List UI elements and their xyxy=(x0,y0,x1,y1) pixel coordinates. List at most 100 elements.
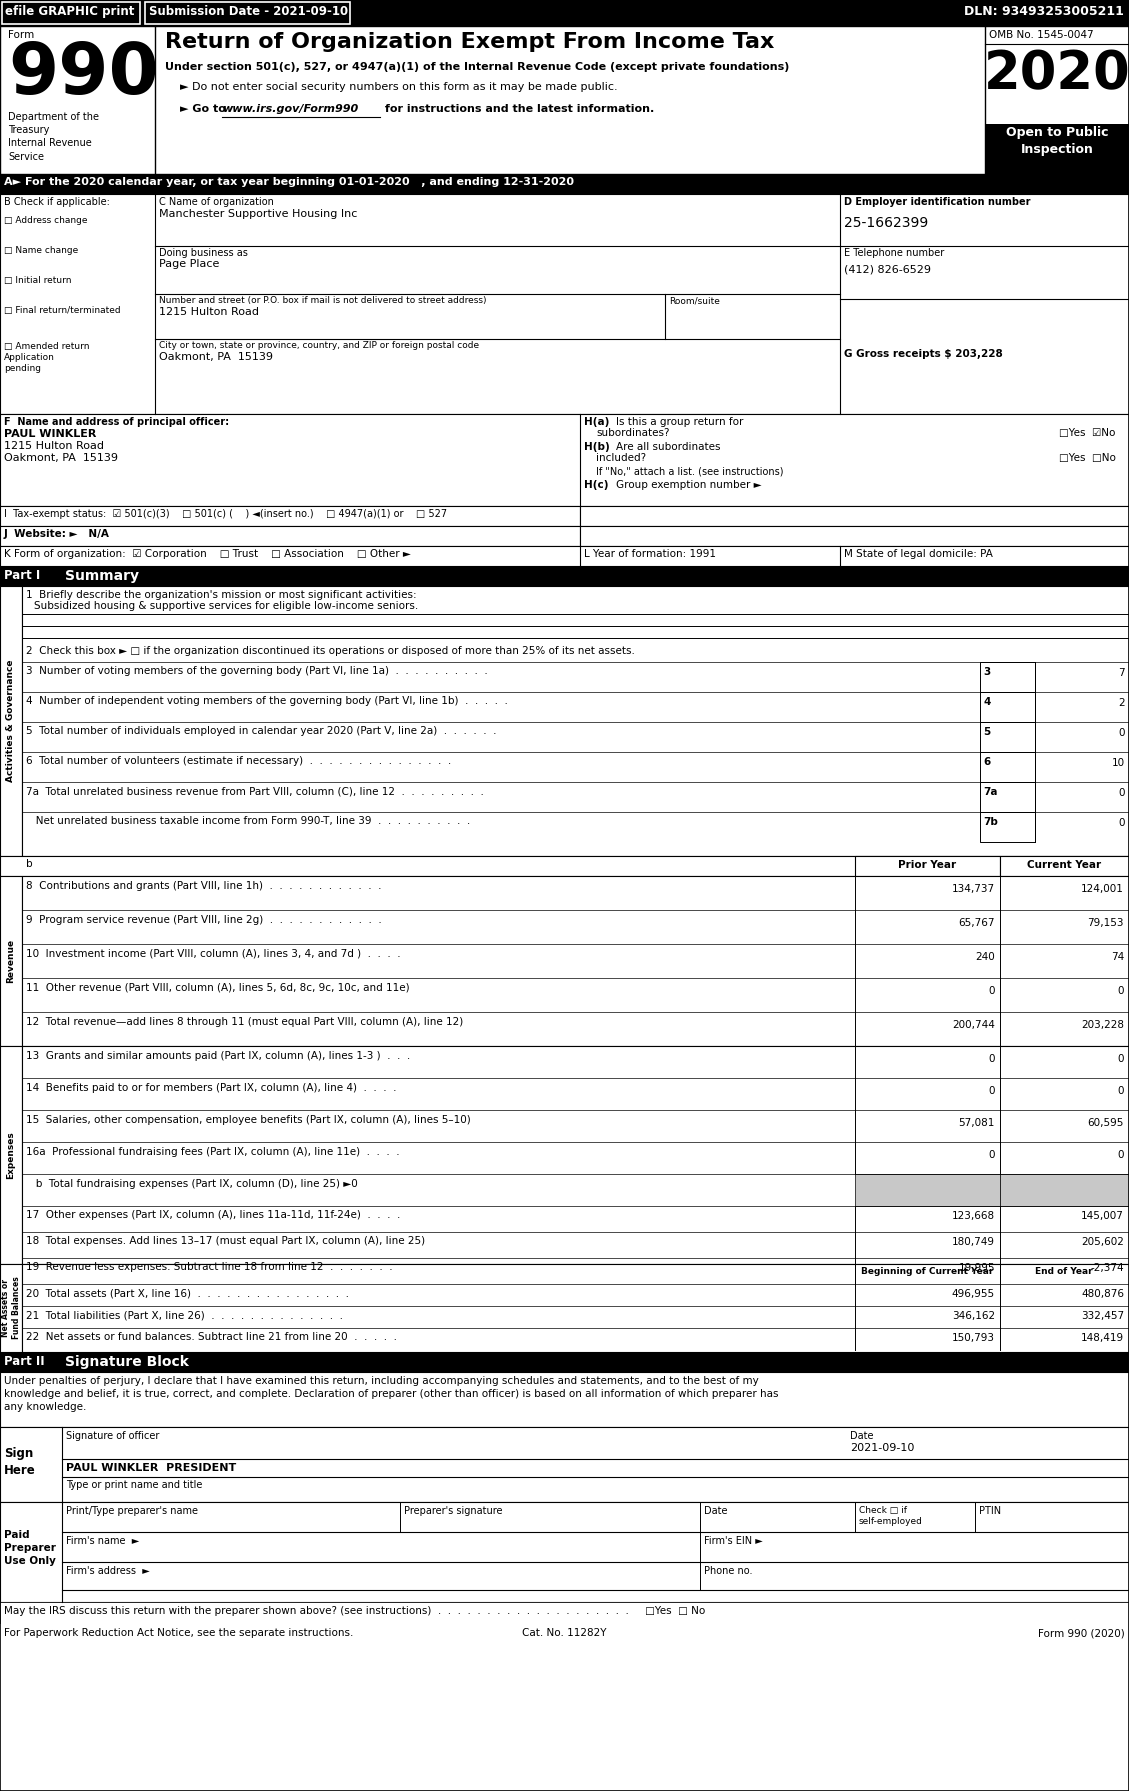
Text: 7b: 7b xyxy=(983,817,998,827)
Text: 0: 0 xyxy=(989,1085,995,1096)
Text: Prior Year: Prior Year xyxy=(898,860,956,870)
Text: G Gross receipts $ 203,228: G Gross receipts $ 203,228 xyxy=(844,349,1003,358)
Text: 346,162: 346,162 xyxy=(952,1311,995,1322)
Text: Submission Date - 2021-09-10: Submission Date - 2021-09-10 xyxy=(149,5,348,18)
Text: Signature Block: Signature Block xyxy=(65,1356,189,1368)
Bar xyxy=(980,811,1035,842)
Text: Net unrelated business taxable income from Form 990-T, line 39  .  .  .  .  .  .: Net unrelated business taxable income fr… xyxy=(26,817,471,826)
Text: 10  Investment income (Part VIII, column (A), lines 3, 4, and 7d )  .  .  .  .: 10 Investment income (Part VIII, column … xyxy=(26,949,401,958)
Text: Firm's EIN ►: Firm's EIN ► xyxy=(704,1537,763,1546)
Text: 60,595: 60,595 xyxy=(1087,1118,1124,1128)
Text: L Year of formation: 1991: L Year of formation: 1991 xyxy=(584,550,716,559)
Text: 3: 3 xyxy=(983,666,990,677)
Text: For Paperwork Reduction Act Notice, see the separate instructions.: For Paperwork Reduction Act Notice, see … xyxy=(5,1628,353,1639)
Text: 16a  Professional fundraising fees (Part IX, column (A), line 11e)  .  .  .  .: 16a Professional fundraising fees (Part … xyxy=(26,1146,400,1157)
Text: b  Total fundraising expenses (Part IX, column (D), line 25) ►0: b Total fundraising expenses (Part IX, c… xyxy=(26,1178,358,1189)
Text: C Name of organization: C Name of organization xyxy=(159,197,274,208)
Text: 12  Total revenue—add lines 8 through 11 (must equal Part VIII, column (A), line: 12 Total revenue—add lines 8 through 11 … xyxy=(26,1017,463,1026)
Text: efile GRAPHIC print: efile GRAPHIC print xyxy=(5,5,134,18)
Bar xyxy=(580,527,1129,546)
Bar xyxy=(855,1173,1000,1205)
Bar xyxy=(0,1352,1129,1372)
Text: 205,602: 205,602 xyxy=(1082,1238,1124,1247)
Text: 21  Total liabilities (Part X, line 26)  .  .  .  .  .  .  .  .  .  .  .  .  .  : 21 Total liabilities (Part X, line 26) .… xyxy=(26,1309,343,1320)
Text: F  Name and address of principal officer:: F Name and address of principal officer: xyxy=(5,417,229,426)
Text: Department of the
Treasury
Internal Revenue
Service: Department of the Treasury Internal Reve… xyxy=(8,113,99,161)
Bar xyxy=(0,586,21,856)
Text: PAUL WINKLER: PAUL WINKLER xyxy=(5,430,96,439)
Bar xyxy=(0,27,1129,174)
Bar xyxy=(984,124,1129,174)
Text: b: b xyxy=(26,860,33,869)
Text: Cat. No. 11282Y: Cat. No. 11282Y xyxy=(522,1628,606,1639)
Text: Summary: Summary xyxy=(65,570,139,584)
Text: Signature of officer: Signature of officer xyxy=(65,1431,159,1442)
Bar xyxy=(21,876,1129,1046)
Text: Doing business as: Doing business as xyxy=(159,247,248,258)
Text: A► For the 2020 calendar year, or tax year beginning 01-01-2020   , and ending 1: A► For the 2020 calendar year, or tax ye… xyxy=(5,177,574,186)
Text: Form 990 (2020): Form 990 (2020) xyxy=(1039,1628,1124,1639)
Text: -2,374: -2,374 xyxy=(1091,1263,1124,1273)
Text: □ Address change: □ Address change xyxy=(5,217,88,226)
Text: End of Year: End of Year xyxy=(1035,1266,1093,1275)
Text: 4: 4 xyxy=(983,697,990,707)
Text: 2  Check this box ► □ if the organization discontinued its operations or dispose: 2 Check this box ► □ if the organization… xyxy=(26,647,634,656)
Bar xyxy=(2,2,140,23)
Text: Beginning of Current Year: Beginning of Current Year xyxy=(860,1266,994,1275)
Text: □ Final return/terminated: □ Final return/terminated xyxy=(5,306,121,315)
Text: 1215 Hulton Road: 1215 Hulton Road xyxy=(159,306,259,317)
Text: 200,744: 200,744 xyxy=(952,1021,995,1030)
Bar xyxy=(980,691,1035,722)
Bar xyxy=(0,1264,21,1352)
Bar xyxy=(0,876,21,1046)
Bar xyxy=(0,527,580,546)
Text: Number and street (or P.O. box if mail is not delivered to street address): Number and street (or P.O. box if mail i… xyxy=(159,296,487,304)
Text: 25-1662399: 25-1662399 xyxy=(844,217,928,229)
Bar xyxy=(980,783,1035,811)
Text: Manchester Supportive Housing Inc: Manchester Supportive Housing Inc xyxy=(159,210,358,219)
Bar xyxy=(980,722,1035,752)
Text: Subsidized housing & supportive services for eligible low-income seniors.: Subsidized housing & supportive services… xyxy=(34,602,418,611)
Bar xyxy=(580,507,1129,527)
Text: DLN: 93493253005211: DLN: 93493253005211 xyxy=(964,5,1124,18)
Text: PAUL WINKLER  PRESIDENT: PAUL WINKLER PRESIDENT xyxy=(65,1463,236,1472)
Text: 4  Number of independent voting members of the governing body (Part VI, line 1b): 4 Number of independent voting members o… xyxy=(26,697,508,706)
Text: 9  Program service revenue (Part VIII, line 2g)  .  .  .  .  .  .  .  .  .  .  .: 9 Program service revenue (Part VIII, li… xyxy=(26,915,382,924)
Text: City or town, state or province, country, and ZIP or foreign postal code: City or town, state or province, country… xyxy=(159,340,479,349)
Text: 19,995: 19,995 xyxy=(959,1263,995,1273)
Text: 22  Net assets or fund balances. Subtract line 21 from line 20  .  .  .  .  .: 22 Net assets or fund balances. Subtract… xyxy=(26,1333,397,1341)
Text: □Yes  ☑No: □Yes ☑No xyxy=(1059,428,1115,439)
Text: 11  Other revenue (Part VIII, column (A), lines 5, 6d, 8c, 9c, 10c, and 11e): 11 Other revenue (Part VIII, column (A),… xyxy=(26,983,410,992)
Text: 5: 5 xyxy=(983,727,990,738)
Text: 134,737: 134,737 xyxy=(952,885,995,894)
Text: 19  Revenue less expenses. Subtract line 18 from line 12  .  .  .  .  .  .  .: 19 Revenue less expenses. Subtract line … xyxy=(26,1263,393,1272)
Text: Oakmont, PA  15139: Oakmont, PA 15139 xyxy=(159,353,273,362)
Text: 0: 0 xyxy=(989,1150,995,1161)
Text: Print/Type preparer's name: Print/Type preparer's name xyxy=(65,1506,198,1515)
Text: Under penalties of perjury, I declare that I have examined this return, includin: Under penalties of perjury, I declare th… xyxy=(5,1375,779,1413)
Text: If "No," attach a list. (see instructions): If "No," attach a list. (see instruction… xyxy=(596,466,784,476)
Bar xyxy=(980,752,1035,783)
Text: 14  Benefits paid to or for members (Part IX, column (A), line 4)  .  .  .  .: 14 Benefits paid to or for members (Part… xyxy=(26,1084,396,1093)
Text: □ Name change: □ Name change xyxy=(5,245,78,254)
Text: 240: 240 xyxy=(975,953,995,962)
Text: 0: 0 xyxy=(1119,818,1124,827)
Text: Sign
Here: Sign Here xyxy=(5,1447,36,1478)
Text: Revenue: Revenue xyxy=(7,938,16,983)
Text: 496,955: 496,955 xyxy=(952,1290,995,1298)
Text: 10: 10 xyxy=(1112,758,1124,768)
Bar xyxy=(0,1624,1129,1644)
Text: 74: 74 xyxy=(1111,953,1124,962)
Bar xyxy=(1000,1173,1129,1205)
Text: 990: 990 xyxy=(8,39,159,109)
Text: 18  Total expenses. Add lines 13–17 (must equal Part IX, column (A), line 25): 18 Total expenses. Add lines 13–17 (must… xyxy=(26,1236,426,1247)
Text: Date: Date xyxy=(850,1431,874,1442)
Bar xyxy=(0,1427,1129,1503)
Text: 124,001: 124,001 xyxy=(1082,885,1124,894)
Text: 2: 2 xyxy=(1119,698,1124,707)
Text: 2021-09-10: 2021-09-10 xyxy=(850,1444,914,1453)
Bar xyxy=(0,856,1129,876)
Text: Firm's name  ►: Firm's name ► xyxy=(65,1537,139,1546)
Text: I  Tax-exempt status:  ☑ 501(c)(3)    □ 501(c) (    ) ◄(insert no.)    □ 4947(a): I Tax-exempt status: ☑ 501(c)(3) □ 501(c… xyxy=(5,509,447,519)
Text: Type or print name and title: Type or print name and title xyxy=(65,1479,202,1490)
